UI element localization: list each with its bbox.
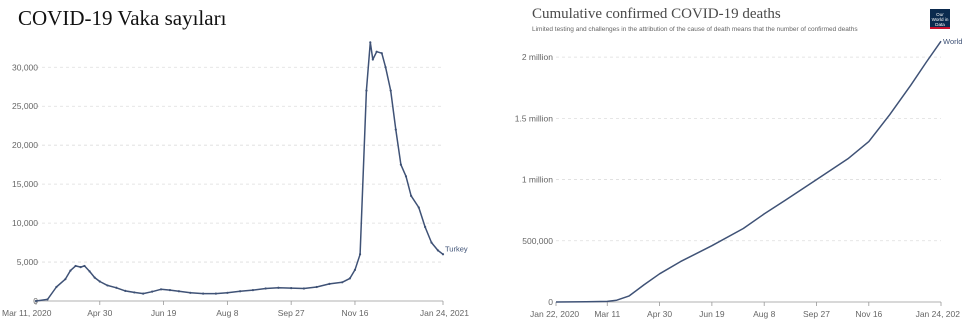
right-x-tick-label: Aug 8 xyxy=(753,309,775,319)
left-data-point xyxy=(384,66,387,69)
right-x-tick-label: Jan 24, 202 xyxy=(916,309,961,319)
left-y-tick-label: 25,000 xyxy=(12,101,38,111)
left-data-point xyxy=(202,292,205,295)
left-data-point xyxy=(168,288,172,292)
right-x-tick-label: Sep 27 xyxy=(803,309,830,319)
left-data-point xyxy=(46,298,49,301)
left-data-point xyxy=(83,264,86,268)
left-data-point xyxy=(348,277,351,280)
right-x-tick-label: Jun 19 xyxy=(699,309,725,319)
left-data-point xyxy=(430,241,433,244)
right-x-tick-label: Nov 16 xyxy=(855,309,882,319)
left-data-point xyxy=(98,280,101,283)
left-data-point xyxy=(365,89,368,92)
left-series-line xyxy=(35,41,444,302)
left-series-end-label: Turkey xyxy=(445,244,468,253)
left-data-point xyxy=(159,288,163,291)
left-data-point xyxy=(106,284,109,287)
left-data-point xyxy=(371,58,374,61)
left-data-point xyxy=(399,163,402,166)
left-data-point xyxy=(441,253,445,256)
left-data-point xyxy=(328,282,331,285)
left-chart: 05,00010,00015,00020,00025,00030,000Mar … xyxy=(2,41,469,318)
left-data-point xyxy=(424,225,427,229)
left-y-tick-label: 10,000 xyxy=(12,218,38,228)
right-x-tick-label: Mar 11 xyxy=(594,309,620,319)
left-y-tick-label: 15,000 xyxy=(12,179,38,189)
left-data-point xyxy=(251,288,254,292)
left-data-point xyxy=(69,269,72,272)
right-y-tick-label: 500,000 xyxy=(522,236,553,246)
left-data-point xyxy=(79,266,82,269)
left-x-tick-label: Mar 11, 2020 xyxy=(2,308,52,318)
right-chart-subtitle: Limited testing and challenges in the at… xyxy=(532,26,858,33)
right-x-tick-label: Jan 22, 2020 xyxy=(530,309,579,319)
left-x-tick-label: Jan 24, 2021 xyxy=(420,308,469,318)
right-series-line xyxy=(555,40,942,303)
left-data-point xyxy=(177,290,180,293)
left-data-point xyxy=(380,52,383,55)
left-data-point xyxy=(124,289,127,292)
left-y-tick-label: 20,000 xyxy=(12,140,38,150)
left-chart-title: COVID-19 Vaka sayıları xyxy=(18,6,227,30)
left-x-tick-label: Nov 16 xyxy=(341,308,368,318)
left-data-point xyxy=(64,278,67,281)
left-y-tick-label: 5,000 xyxy=(17,257,39,267)
left-data-point xyxy=(302,287,306,290)
left-x-tick-label: Sep 27 xyxy=(278,308,305,318)
left-data-point xyxy=(375,50,378,53)
left-data-point xyxy=(394,128,397,131)
left-x-tick-label: Aug 8 xyxy=(216,308,238,318)
left-data-point xyxy=(142,292,145,295)
right-x-tick-label: Apr 30 xyxy=(647,309,672,319)
left-data-point xyxy=(315,285,318,289)
left-data-point xyxy=(55,285,58,289)
right-chart: 0 500,000 1 million 1.5 million 2 million Jan… xyxy=(515,37,962,319)
left-x-tick-label: Apr 30 xyxy=(87,308,112,318)
left-data-point xyxy=(436,249,439,252)
left-y-tick-label: 30,000 xyxy=(12,62,38,72)
left-data-point xyxy=(93,276,96,279)
left-data-point xyxy=(189,291,192,294)
owid-logo[interactable]: Our World in Data xyxy=(930,9,950,29)
left-data-point xyxy=(74,264,77,268)
left-data-point xyxy=(151,290,154,293)
left-data-point xyxy=(34,299,38,303)
left-data-point xyxy=(341,281,344,284)
left-data-point xyxy=(226,291,229,294)
right-series-end-label: World xyxy=(943,37,962,46)
left-data-point xyxy=(133,291,136,294)
left-data-point xyxy=(264,287,267,290)
right-y-tick-label: 1 million xyxy=(522,175,553,185)
right-chart-title: Cumulative confirmed COVID-19 deaths xyxy=(532,6,781,22)
left-data-point xyxy=(389,89,392,92)
left-x-tick-label: Jun 19 xyxy=(151,308,177,318)
left-data-point xyxy=(239,290,242,293)
left-data-point xyxy=(88,270,91,273)
right-y-tick-label: 0 xyxy=(548,297,553,307)
left-data-point xyxy=(417,206,420,209)
left-data-point xyxy=(369,41,372,44)
right-y-tick-label: 1.5 million xyxy=(515,113,554,123)
right-y-tick-label: 2 million xyxy=(522,52,553,62)
left-data-point xyxy=(290,287,293,290)
left-data-point xyxy=(214,292,217,295)
left-data-point xyxy=(277,286,280,289)
left-data-point xyxy=(404,175,408,178)
left-data-point xyxy=(115,286,118,289)
owid-logo-text: Our World in Data xyxy=(931,12,949,28)
left-data-point xyxy=(353,268,357,271)
left-data-point xyxy=(410,194,413,197)
left-data-point xyxy=(358,253,362,256)
